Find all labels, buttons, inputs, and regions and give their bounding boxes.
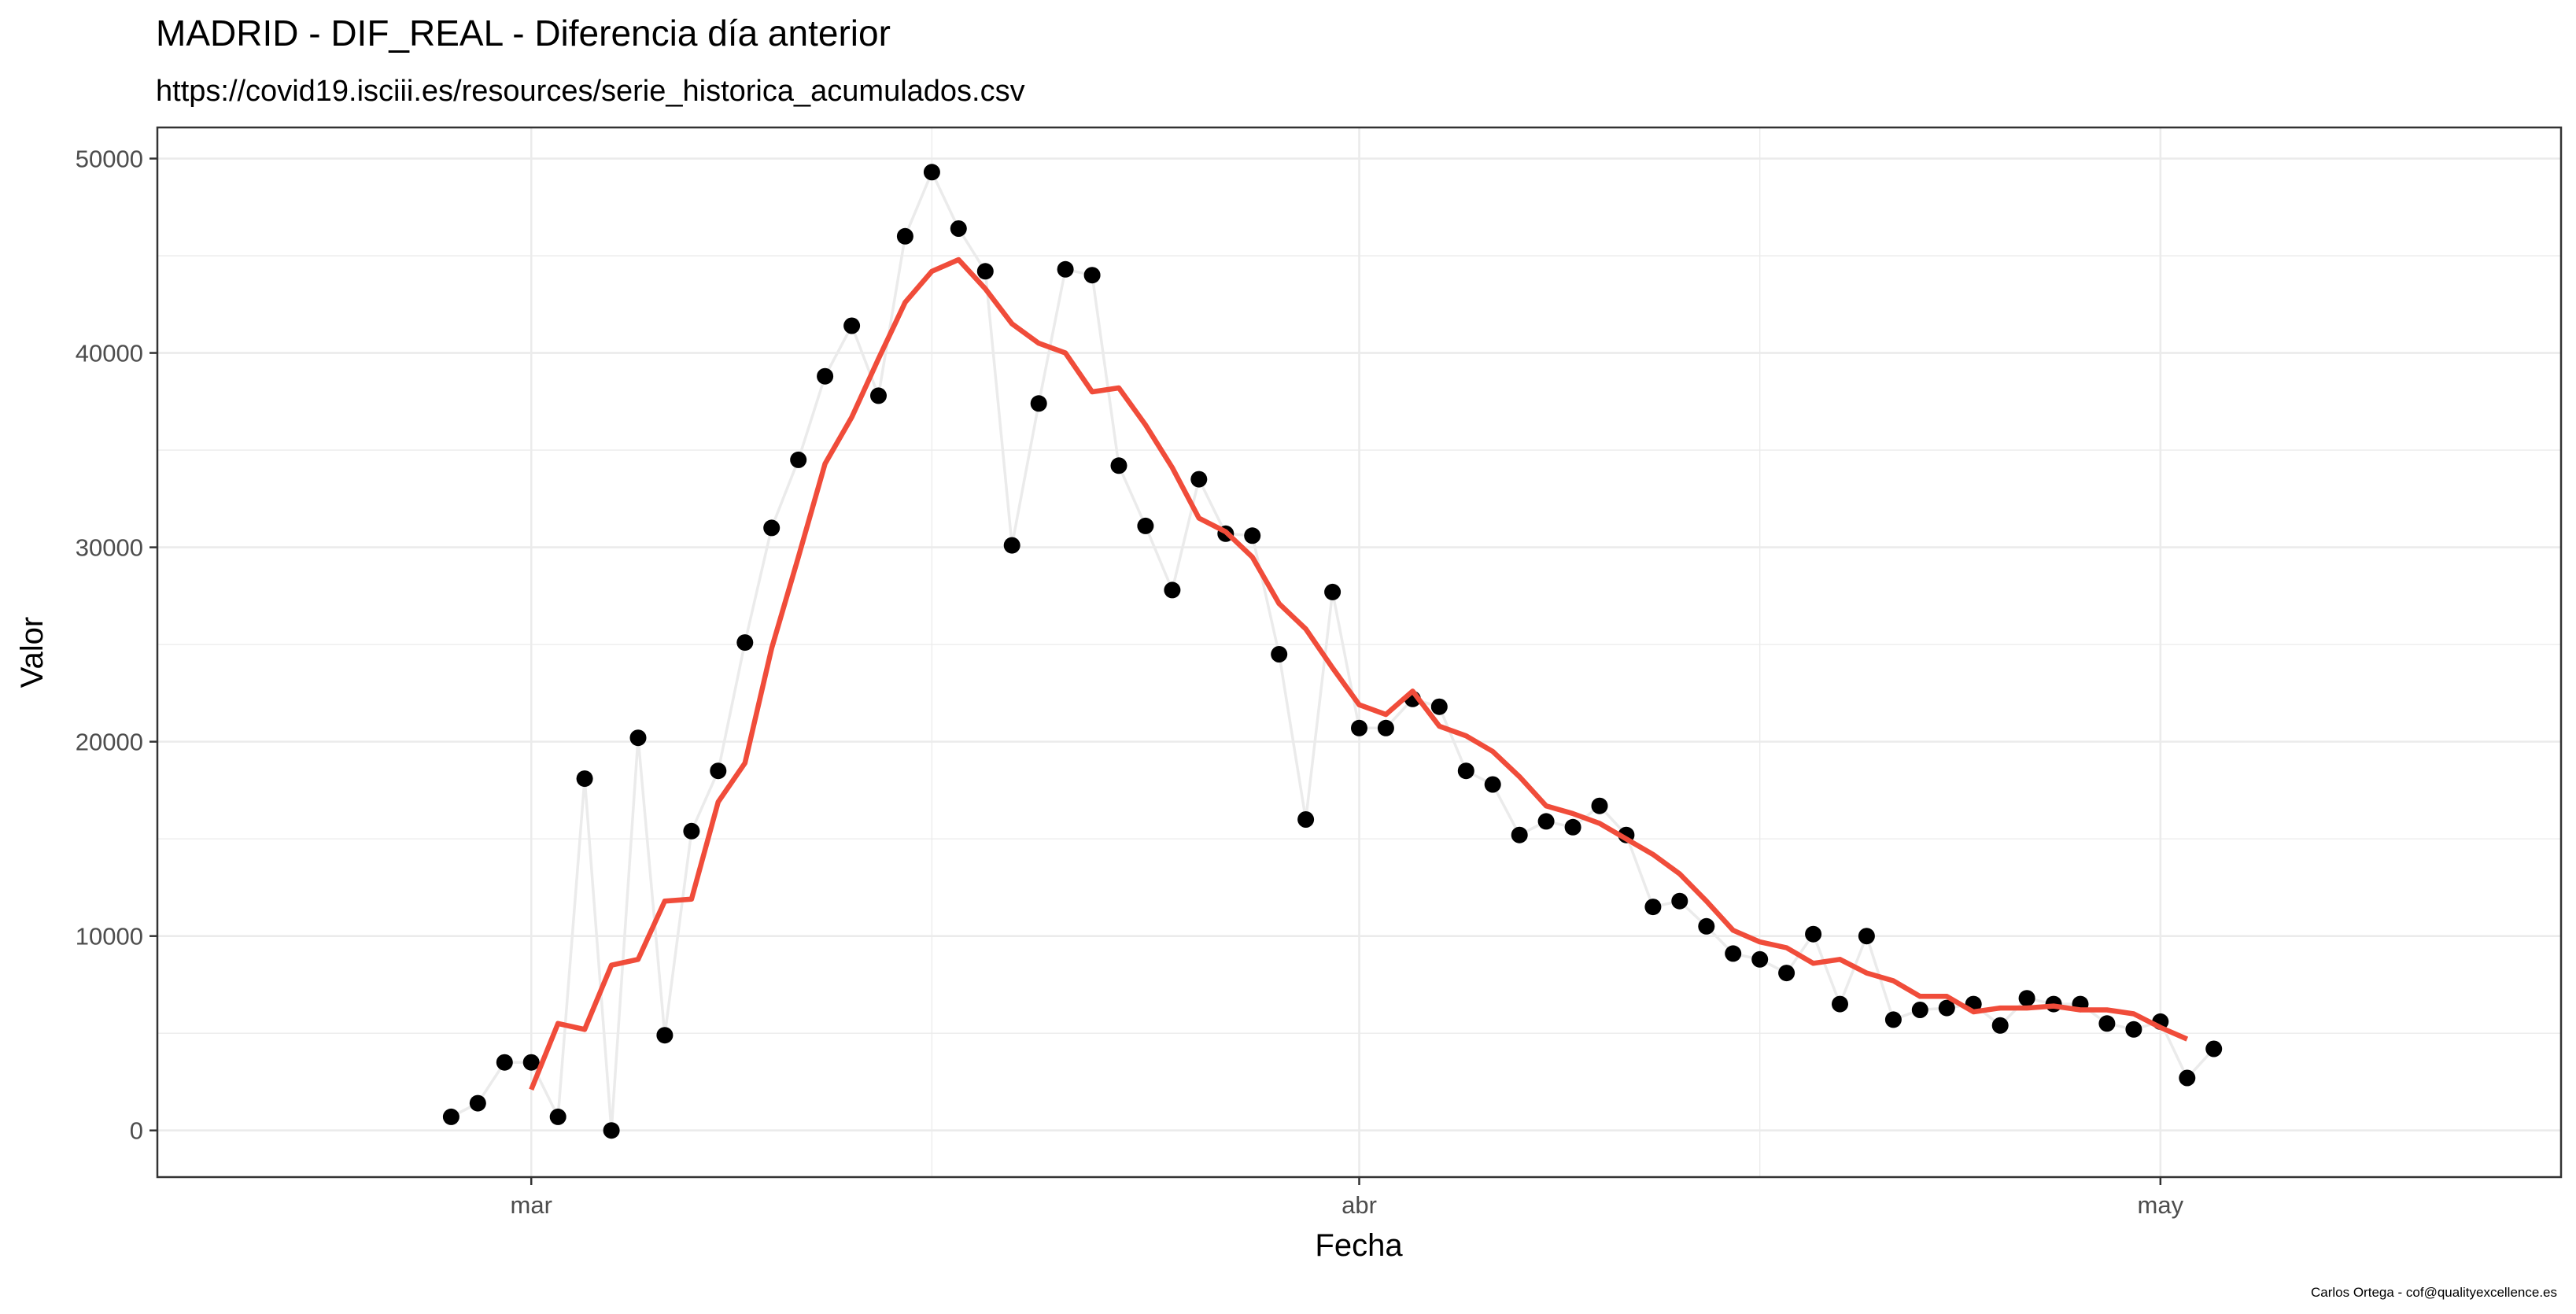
chart-caption: Carlos Ortega - cof@qualityexcellence.es (2311, 1285, 2557, 1300)
data-point (1537, 813, 1555, 830)
data-point (496, 1054, 513, 1071)
y-axis: 0 10000 20000 30000 40000 50000 (76, 146, 157, 1145)
data-point (1244, 527, 1261, 544)
data-point (1511, 826, 1528, 843)
data-point (1190, 471, 1208, 488)
data-point (2018, 990, 2035, 1007)
data-point (603, 1122, 620, 1139)
chart-title: MADRID - DIF_REAL - Diferencia día anter… (156, 13, 891, 54)
data-point (656, 1027, 674, 1044)
data-point (1911, 1002, 1928, 1018)
data-point (1671, 892, 1688, 910)
x-tick-label: mar (511, 1191, 552, 1219)
data-point (1698, 917, 1715, 935)
data-point (1057, 260, 1074, 278)
data-point (1938, 999, 1955, 1017)
data-point (576, 770, 593, 788)
data-point (2098, 1015, 2116, 1032)
data-point (549, 1108, 566, 1125)
x-tick-label: abr (1342, 1191, 1377, 1219)
data-point (1003, 537, 1020, 554)
y-tick-label: 20000 (76, 729, 143, 756)
data-point (1271, 646, 1288, 663)
data-point (2179, 1069, 2196, 1087)
data-point (1858, 928, 1875, 945)
x-tick-label: may (2138, 1191, 2184, 1219)
data-point (1297, 811, 1315, 828)
data-point (1805, 925, 1822, 943)
data-point (1137, 517, 1154, 534)
data-point (950, 220, 967, 237)
data-point (710, 762, 727, 780)
data-point (522, 1054, 540, 1071)
data-point (896, 227, 913, 245)
data-point (442, 1108, 459, 1125)
chart-subtitle: https://covid19.isciii.es/resources/seri… (156, 75, 1025, 108)
data-point (1484, 776, 1501, 793)
data-point (1083, 267, 1101, 284)
data-point (2205, 1040, 2223, 1057)
data-points (442, 164, 2223, 1139)
data-point (1725, 945, 1742, 962)
data-point (1351, 719, 1367, 736)
data-point (2125, 1021, 2142, 1038)
grid (157, 127, 2561, 1177)
x-axis: mar abr may (511, 1177, 2184, 1219)
y-tick-label: 30000 (76, 534, 143, 562)
data-point (1164, 581, 1181, 599)
data-point (1751, 950, 1769, 968)
data-point (1644, 899, 1662, 916)
data-point (1832, 995, 1848, 1013)
connector-line (450, 168, 2215, 1131)
data-point (763, 519, 781, 537)
data-point (629, 729, 647, 747)
data-point (683, 822, 700, 840)
data-point (1324, 583, 1342, 600)
data-point (1884, 1011, 1902, 1028)
smooth-path (529, 257, 2189, 1091)
data-point (736, 634, 754, 651)
data-point (976, 263, 994, 280)
data-point (1430, 698, 1448, 715)
data-point (1991, 1017, 2009, 1034)
data-point (870, 387, 887, 404)
y-tick-label: 40000 (76, 340, 143, 367)
data-point (1377, 719, 1394, 736)
smooth-line (529, 257, 2189, 1091)
data-point (1457, 762, 1474, 780)
y-axis-label: Valor (15, 617, 50, 688)
data-point (1030, 395, 1047, 412)
connector-path (450, 168, 2215, 1131)
data-point (469, 1094, 486, 1112)
y-tick-label: 50000 (76, 146, 143, 173)
y-tick-label: 0 (130, 1117, 143, 1145)
data-point (1778, 965, 1795, 982)
data-point (1591, 797, 1608, 814)
data-point (923, 164, 940, 181)
data-point (817, 367, 834, 385)
data-point (1564, 818, 1581, 836)
data-point (1110, 457, 1127, 474)
data-point (790, 451, 807, 468)
data-point (843, 317, 861, 334)
y-tick-label: 10000 (76, 923, 143, 950)
x-axis-label: Fecha (1315, 1228, 1403, 1263)
